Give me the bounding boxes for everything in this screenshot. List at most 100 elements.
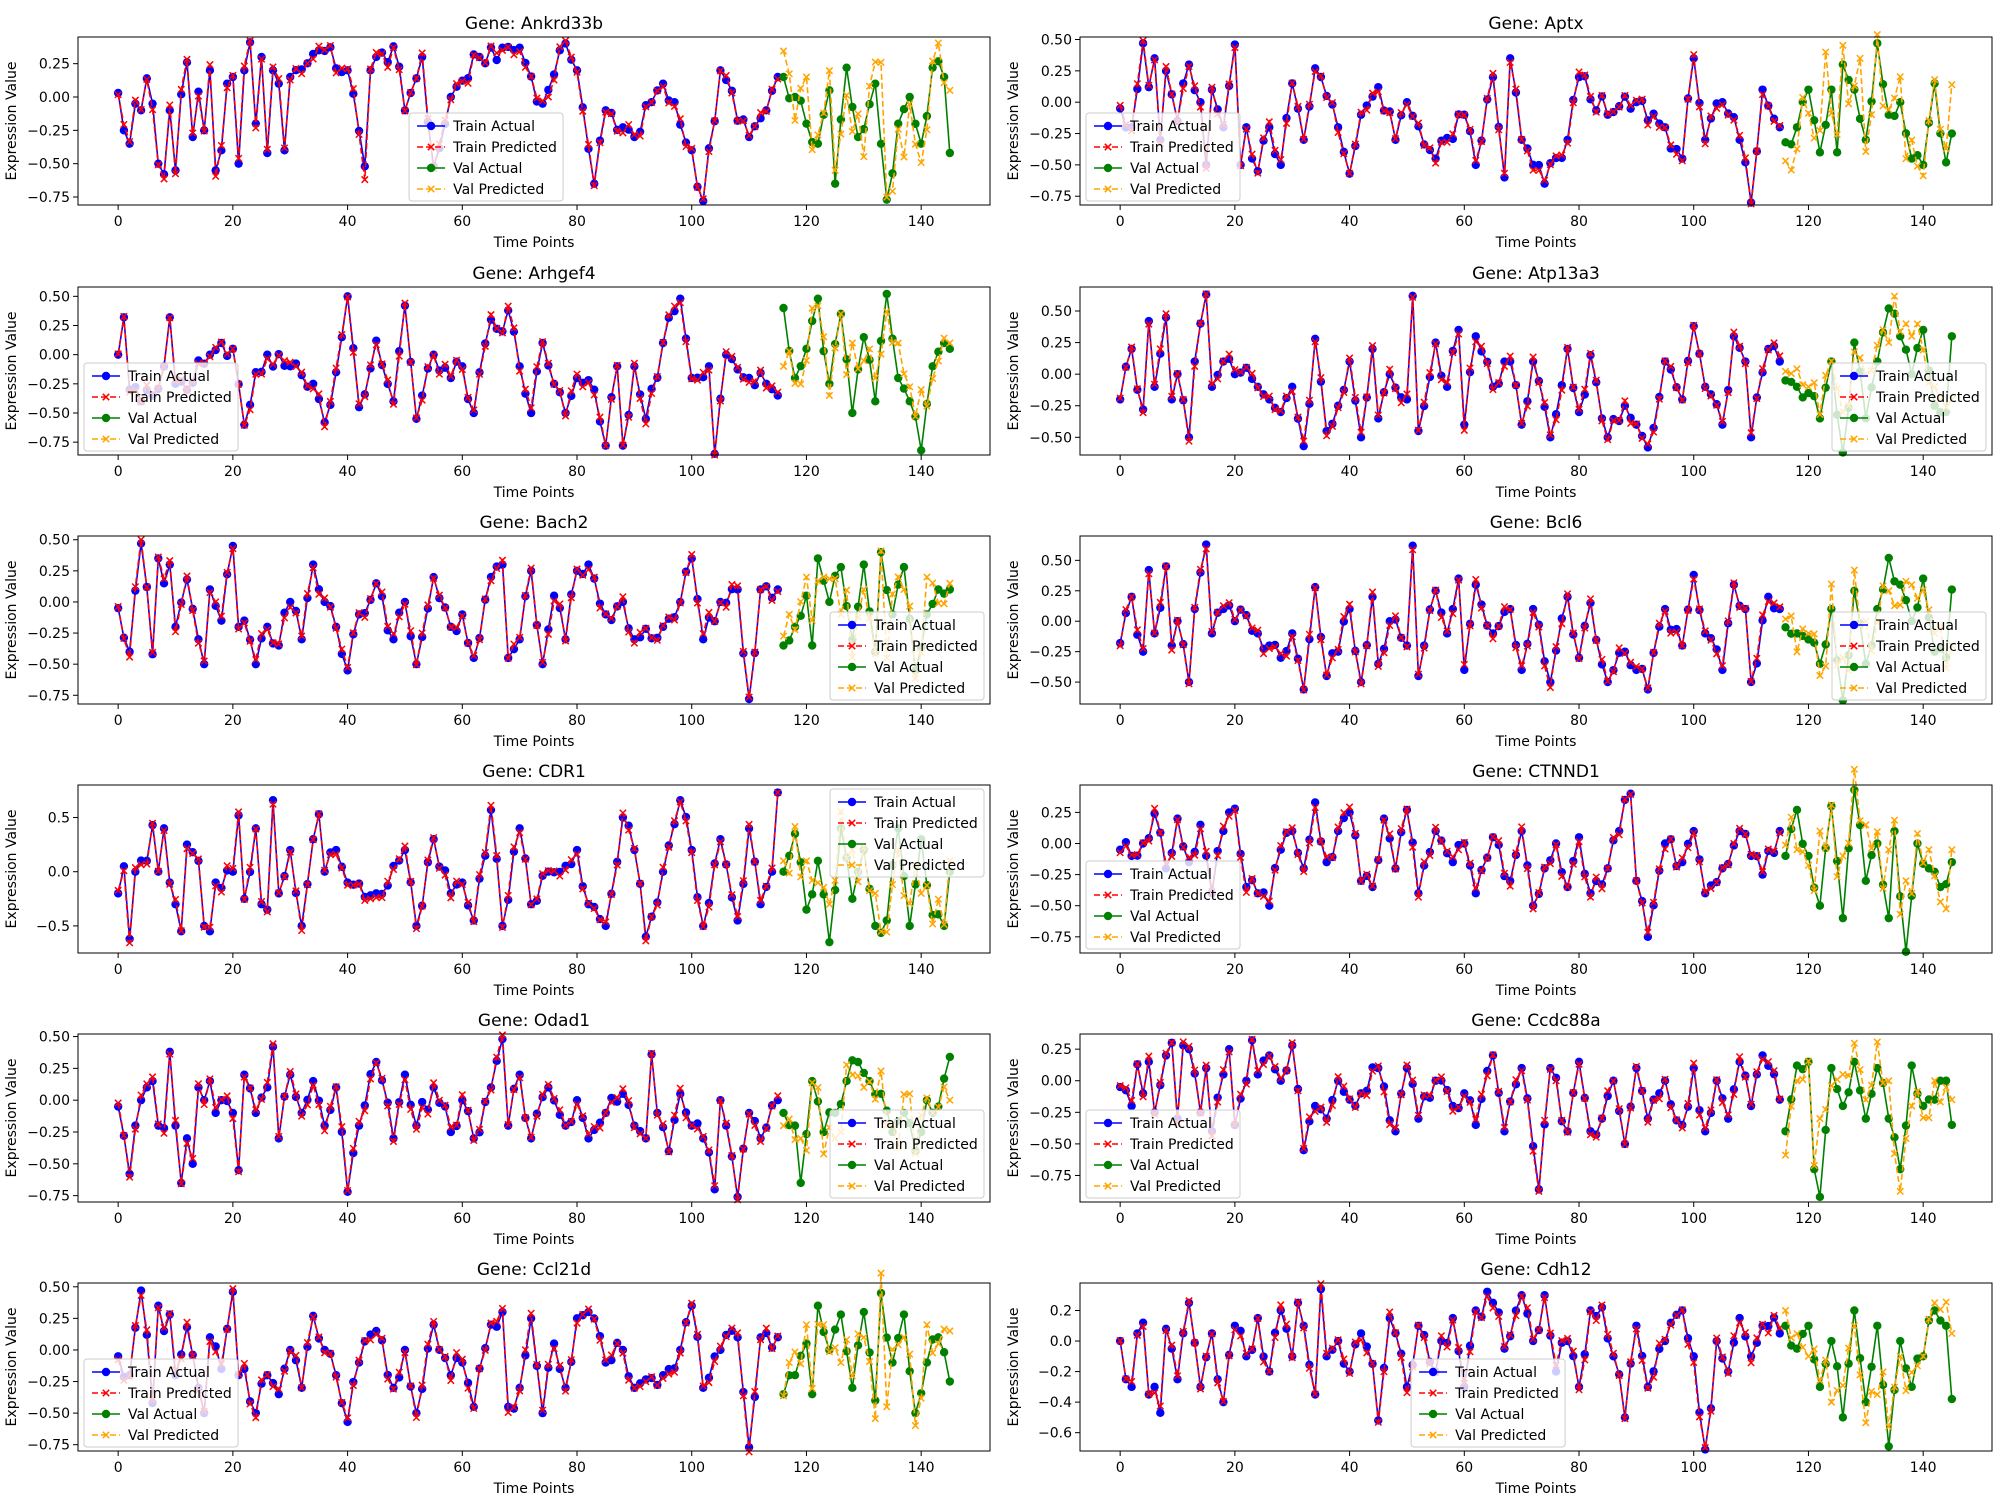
train-predicted-point [481,342,489,351]
legend-label: Val Actual [128,1407,197,1423]
val-actual-point [1896,1336,1905,1346]
train-predicted-point [361,613,369,622]
train-actual-point [1156,1408,1165,1418]
y-tick-label: −0.75 [1029,1168,1072,1184]
val-actual-point [1815,148,1825,157]
train-predicted-point [676,798,684,806]
train-predicted-point [452,1348,461,1357]
train-predicted-point [343,65,352,73]
train-predicted-point [1494,126,1503,134]
legend-label: Val Actual [874,1158,943,1174]
train-actual-point [1276,653,1285,662]
x-tick-label: 100 [1680,962,1707,978]
train-predicted-point [739,876,748,885]
train-predicted-point [756,366,765,374]
train-predicted-point [470,406,478,414]
train-predicted-point [1494,1087,1503,1096]
train-predicted-point [1672,1311,1681,1320]
legend-label: Train Predicted [1454,1386,1559,1402]
train-actual-point [681,1108,691,1117]
train-predicted-point [338,864,346,872]
train-predicted-point [1730,116,1738,124]
train-predicted-point [447,623,455,631]
train-predicted-point [544,1080,553,1089]
x-axis-label: Time Points [1495,734,1577,750]
val-actual-point [1867,850,1876,860]
train-predicted-point [1690,1358,1698,1367]
train-predicted-point [263,625,272,634]
x-tick-label: 100 [1680,1460,1707,1476]
train-predicted-point [579,1112,587,1120]
train-predicted-point [492,1317,501,1326]
y-tick-label: −0.25 [27,377,70,393]
train-predicted-point [183,572,191,580]
train-predicted-point [1368,1067,1377,1075]
train-predicted-point [1380,649,1388,657]
train-actual-point [584,1134,593,1143]
train-predicted-point [1190,1066,1199,1074]
train-predicted-point [1322,1349,1331,1358]
train-predicted-point [1655,865,1664,873]
train-predicted-point [1403,1388,1411,1397]
train-predicted-point [143,75,151,84]
train-actual-point [1299,1321,1308,1330]
val-actual-point [928,63,937,72]
train-predicted-point [1764,1329,1773,1337]
train-predicted-point [280,1092,289,1101]
train-actual-point [469,408,478,418]
train-actual-point [1752,1070,1762,1079]
train-predicted-point [1150,1389,1159,1397]
train-predicted-point [653,1381,662,1389]
train-predicted-point [1277,649,1285,658]
val-predicted-point [1821,662,1830,670]
train-predicted-point [206,352,214,361]
train-predicted-point [1460,1092,1469,1100]
train-predicted-point [1334,403,1342,412]
train-predicted-point [229,864,237,873]
train-actual-point [257,900,266,909]
train-predicted-point [1368,882,1377,890]
train-predicted-point [131,1321,140,1330]
val-predicted-point [802,73,811,81]
val-actual-point [813,139,823,148]
train-predicted-point [303,1338,312,1347]
train-predicted-point [1374,87,1382,96]
x-tick-label: 60 [1455,464,1473,480]
legend-marker [848,861,856,869]
val-actual-point [1947,129,1957,138]
train-predicted-point [160,175,168,183]
train-predicted-point [1299,437,1308,445]
train-predicted-point [1299,1324,1308,1332]
train-actual-point [234,159,243,168]
val-actual-point [945,148,955,158]
train-predicted-point [1414,670,1423,678]
train-predicted-point [1311,584,1319,592]
train-actual-point [1322,857,1331,867]
train-predicted-point [389,1385,398,1393]
val-predicted-point [1902,1386,1910,1395]
train-predicted-point [395,854,403,863]
train-predicted-point [550,76,558,84]
train-actual-point [1511,1080,1521,1089]
train-predicted-point [320,423,329,431]
train-predicted-point [263,1078,272,1087]
train-predicted-point [1546,1329,1555,1337]
train-predicted-point [257,897,266,906]
train-predicted-point [1357,108,1365,116]
x-axis-label: Time Points [493,734,575,750]
legend-label: Train Actual [873,618,956,634]
val-predicted-point [1890,1383,1899,1391]
train-predicted-point [211,1348,220,1356]
legend-marker [848,642,856,650]
train-predicted-point [544,359,553,367]
train-actual-point [1448,857,1458,867]
train-predicted-point [619,809,627,817]
y-axis-label: Expression Value [4,1308,20,1427]
train-predicted-point [177,85,185,94]
train-predicted-point [1678,1306,1686,1314]
train-predicted-point [693,1125,702,1133]
train-predicted-point [1770,339,1778,347]
y-tick-label: −0.75 [27,190,70,206]
val-predicted-point [1896,1187,1904,1196]
